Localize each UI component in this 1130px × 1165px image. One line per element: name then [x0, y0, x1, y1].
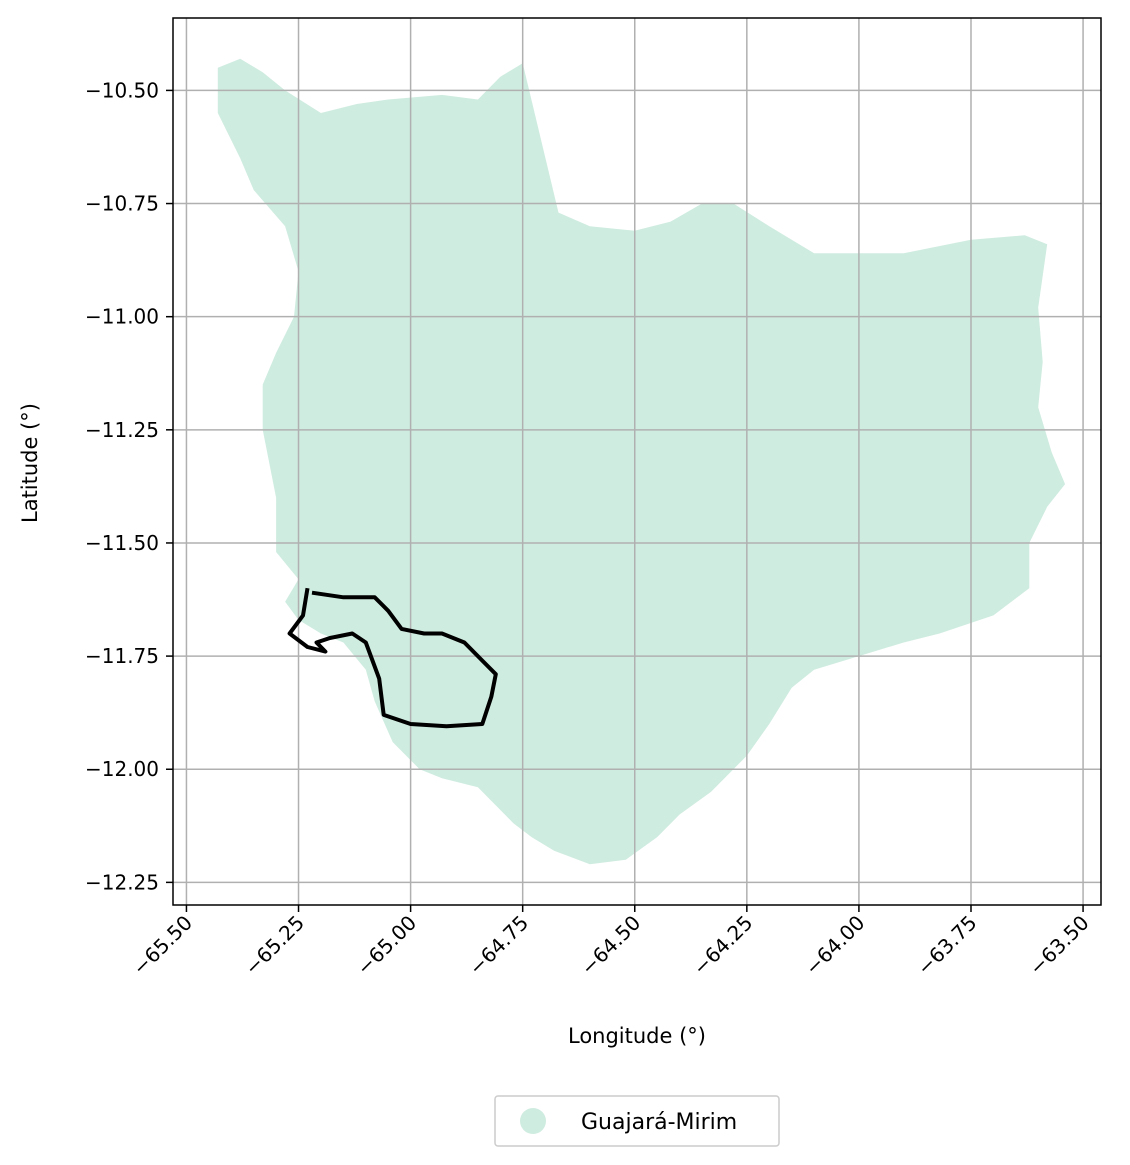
- axes-frame: [172, 17, 1102, 906]
- y-tick-label: −11.25: [85, 418, 159, 442]
- y-tick-label: −12.25: [85, 870, 159, 894]
- y-tick-label: −10.75: [85, 192, 159, 216]
- legend-label-guajara-mirim: Guajará-Mirim: [581, 1110, 737, 1135]
- y-axis-ticks: −10.50 −10.75 −11.00 −11.25 −11.50 −11.75 −12.…: [85, 78, 173, 894]
- plot-area: [172, 17, 1102, 906]
- y-tick-label: −11.00: [85, 305, 159, 329]
- y-tick-label: −11.50: [85, 531, 159, 555]
- y-axis-title: Latitude (°): [18, 403, 42, 523]
- y-tick-label: −11.75: [85, 644, 159, 668]
- y-tick-label: −10.50: [85, 78, 159, 102]
- region-guajara-mirim: [217, 58, 1066, 865]
- legend-marker-guajara-mirim: [520, 1108, 546, 1134]
- legend-box: [494, 1095, 780, 1147]
- highlighted-boundary-outline: [287, 587, 498, 729]
- y-tick-label: −12.00: [85, 757, 159, 781]
- grid-lines: [173, 18, 1101, 905]
- x-axis-title: Longitude (°): [568, 1024, 706, 1048]
- legend: Guajará-Mirim: [494, 1095, 780, 1147]
